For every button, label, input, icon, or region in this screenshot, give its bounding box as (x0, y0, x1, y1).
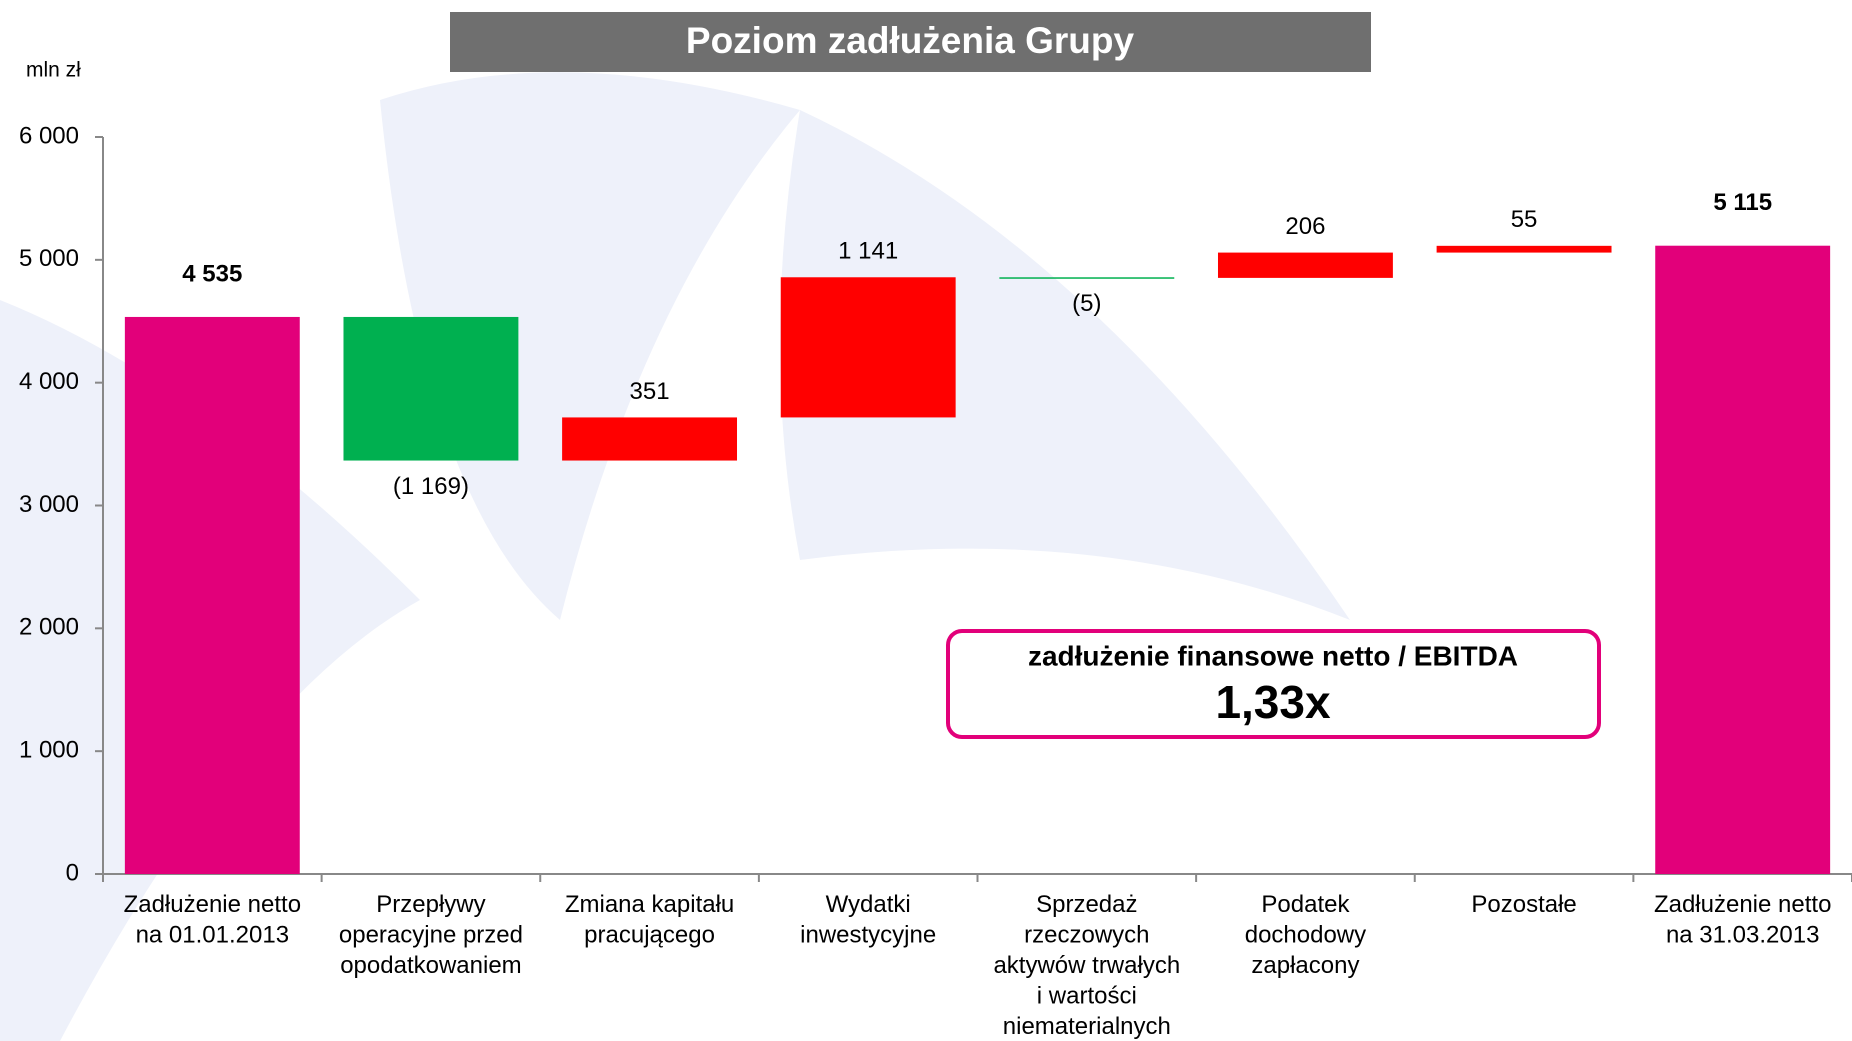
value-label: (5) (1072, 290, 1101, 317)
x-tick-label: Zadłużenie netto na 31.03.2013 (1654, 891, 1831, 949)
watermark (0, 72, 1350, 1041)
value-label: 55 (1511, 206, 1538, 233)
y-tick-label: 2 000 (19, 614, 79, 641)
bar (999, 277, 1175, 279)
bar (780, 277, 956, 418)
bar (1217, 252, 1393, 278)
x-tick-label: Sprzedaż rzeczowych aktywów trwałych i wart… (993, 891, 1180, 1040)
y-axis-label: mln zł (26, 59, 81, 82)
annotation-value: 1,33x (1215, 676, 1331, 728)
annotation-title: zadłużenie finansowe netto / EBITDA (1028, 640, 1518, 671)
x-tick-label: Zmiana kapitału pracującego (565, 891, 734, 949)
y-tick-label: 3 000 (19, 491, 79, 518)
y-tick-label: 6 000 (19, 122, 79, 149)
y-tick-label: 5 000 (19, 245, 79, 272)
bar (124, 316, 300, 875)
value-label: 4 535 (182, 260, 242, 287)
value-label: 5 115 (1713, 189, 1772, 216)
chart-title: Poziom zadłużenia Grupy (686, 20, 1135, 61)
x-tick-label: Podatek dochodowy zapłacony (1245, 891, 1366, 979)
value-label: 1 141 (838, 238, 898, 265)
x-tick-label: Pozostałe (1471, 891, 1576, 918)
value-label: 351 (630, 378, 670, 405)
y-tick-label: 0 (66, 859, 79, 886)
x-tick-label: Zadłużenie netto na 01.01.2013 (124, 891, 301, 949)
title-box (450, 12, 1371, 72)
x-tick-label: Przepływy operacyjne przed opodatkowaniem (339, 891, 523, 979)
bar (562, 417, 738, 461)
y-tick-label: 4 000 (19, 368, 79, 395)
x-tick-label: Wydatki inwestycyjne (800, 891, 936, 949)
value-label: 206 (1285, 213, 1325, 240)
value-label: (1 169) (393, 473, 469, 500)
bar (1655, 245, 1831, 874)
annotation-box (946, 629, 1601, 739)
bar (1436, 245, 1612, 253)
y-tick-label: 1 000 (19, 737, 79, 764)
bar (343, 316, 519, 461)
